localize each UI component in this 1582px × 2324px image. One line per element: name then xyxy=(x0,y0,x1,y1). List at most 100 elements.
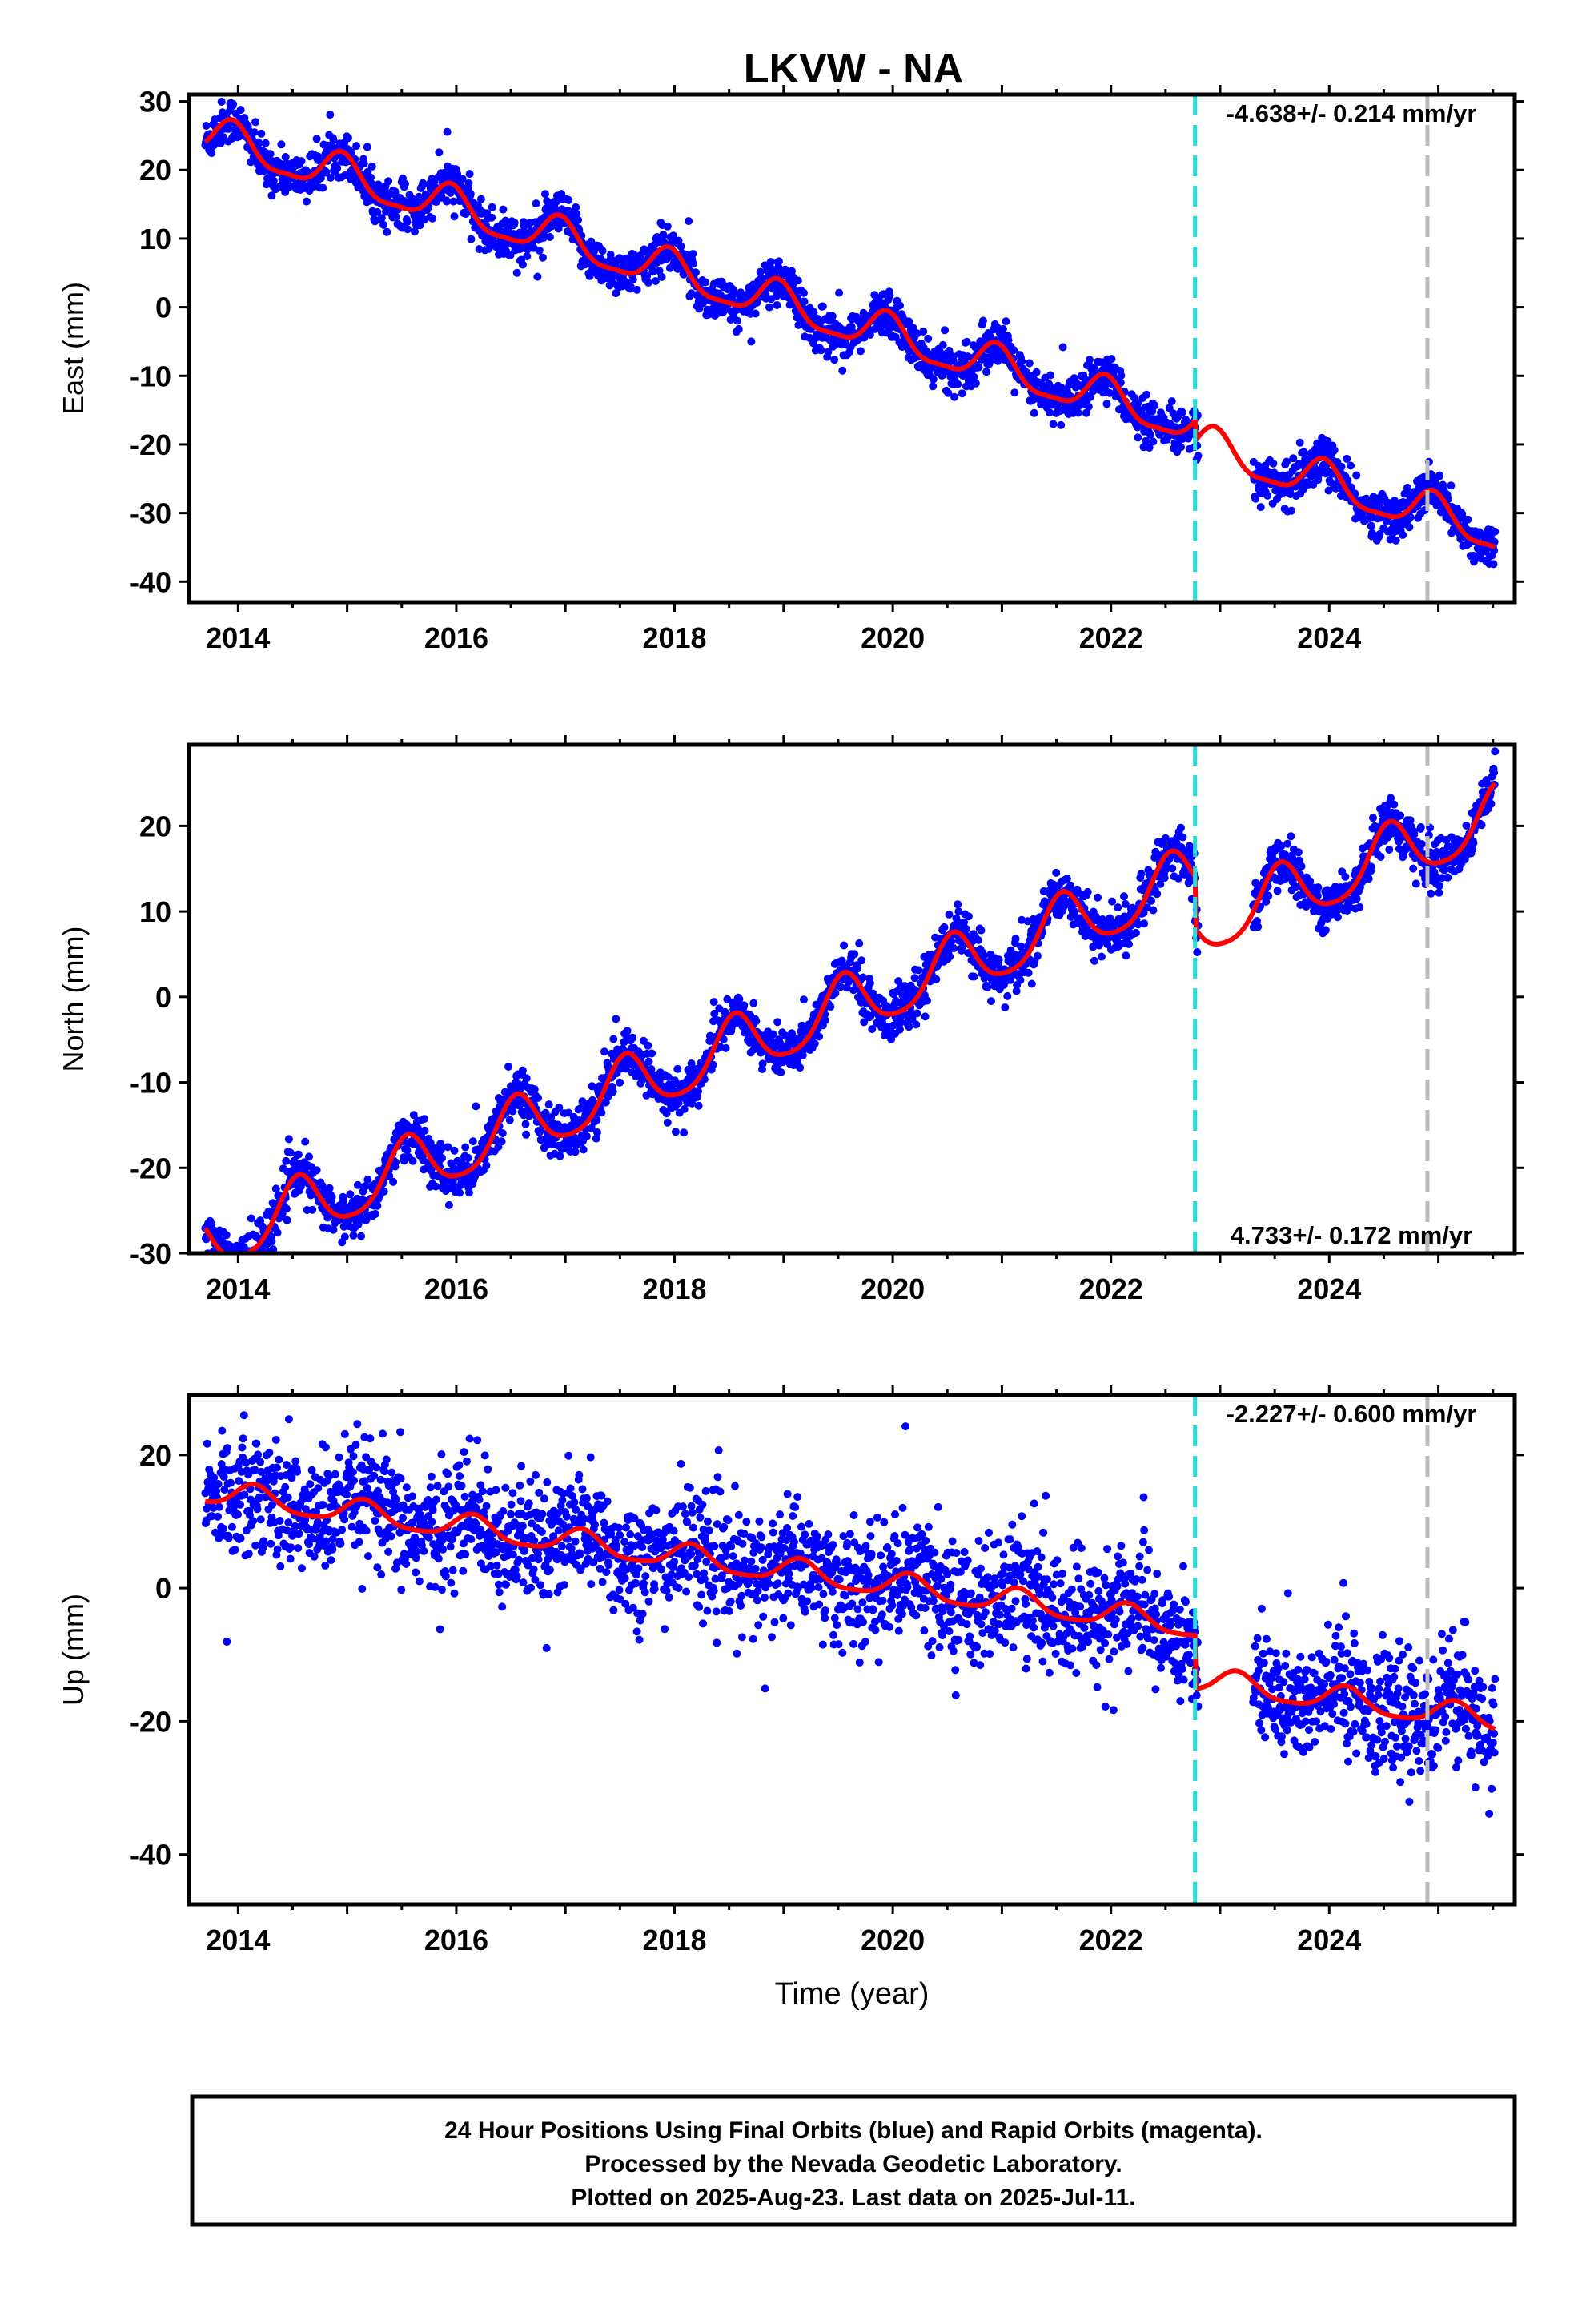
data-point xyxy=(547,1113,556,1122)
data-point xyxy=(286,1148,295,1157)
data-point xyxy=(224,124,233,133)
data-point xyxy=(929,375,938,384)
data-point xyxy=(221,1261,229,1269)
data-point xyxy=(1283,457,1291,466)
data-point xyxy=(582,1132,591,1140)
data-point xyxy=(239,1257,247,1265)
data-point xyxy=(795,1035,804,1043)
data-point xyxy=(756,267,765,276)
data-point xyxy=(209,1258,217,1266)
data-point xyxy=(809,308,818,316)
data-point xyxy=(1297,862,1306,870)
data-point xyxy=(297,157,306,166)
data-point xyxy=(749,999,758,1007)
data-point xyxy=(857,956,866,965)
data-point xyxy=(236,106,245,115)
data-point xyxy=(946,952,954,961)
y-tick-label: 30 xyxy=(139,86,171,119)
north-panel: 2014 2016 2018 2020 2022 2024-30-20-1001020No… xyxy=(57,735,1524,1305)
plot-area xyxy=(201,747,1500,1272)
data-point xyxy=(326,111,335,119)
data-point xyxy=(1145,444,1154,452)
data-point xyxy=(449,197,458,206)
data-point xyxy=(505,1116,514,1124)
data-point xyxy=(644,279,652,287)
data-point xyxy=(284,183,293,191)
data-point xyxy=(980,951,988,960)
data-point xyxy=(1177,823,1185,832)
data-point xyxy=(648,267,657,276)
data-point xyxy=(850,950,859,959)
data-point xyxy=(248,1258,256,1266)
data-point xyxy=(1086,392,1094,401)
data-point xyxy=(950,392,958,401)
data-point xyxy=(420,1126,429,1135)
data-point xyxy=(510,219,519,227)
data-point xyxy=(1004,336,1013,344)
y-tick-label: 20 xyxy=(139,154,171,187)
data-point xyxy=(1367,521,1375,530)
data-point xyxy=(1082,408,1090,417)
data-point xyxy=(294,1150,303,1159)
data-point xyxy=(830,356,839,364)
data-point xyxy=(497,1137,506,1146)
data-point xyxy=(1046,371,1054,380)
data-point xyxy=(592,1116,601,1124)
data-point xyxy=(305,1152,313,1161)
data-point xyxy=(1399,531,1407,539)
data-point xyxy=(379,220,388,229)
y-tick-label: -40 xyxy=(130,565,171,598)
data-point xyxy=(1447,481,1456,490)
data-point xyxy=(1343,454,1351,463)
data-point xyxy=(983,983,992,991)
data-point xyxy=(450,212,459,221)
data-point xyxy=(539,234,548,243)
data-point xyxy=(206,1263,214,1271)
data-point xyxy=(1097,952,1106,961)
data-point xyxy=(239,1264,247,1272)
data-point xyxy=(403,1146,412,1155)
y-tick-label: -10 xyxy=(130,360,171,392)
plot-frame xyxy=(187,92,1517,605)
data-point xyxy=(389,1177,398,1186)
data-point xyxy=(877,328,886,337)
data-point xyxy=(1153,890,1162,899)
y-tick-label: -20 xyxy=(130,428,171,461)
data-point xyxy=(626,283,635,291)
data-point xyxy=(1194,452,1203,460)
data-point xyxy=(450,1146,459,1155)
data-point xyxy=(970,972,978,981)
data-point xyxy=(1062,875,1071,883)
data-point xyxy=(261,139,270,147)
data-point xyxy=(1086,356,1094,364)
plot-area xyxy=(201,98,1500,569)
data-point xyxy=(385,1172,394,1180)
data-point xyxy=(436,1145,445,1154)
data-point xyxy=(498,1129,507,1137)
data-point xyxy=(319,183,327,192)
data-point xyxy=(648,1049,656,1058)
data-point xyxy=(349,1231,358,1240)
data-point xyxy=(428,214,436,223)
data-point xyxy=(1287,506,1295,515)
data-point xyxy=(346,1190,355,1199)
data-point xyxy=(941,326,950,335)
data-point xyxy=(1375,529,1384,538)
data-point xyxy=(963,352,972,361)
data-point xyxy=(910,974,919,983)
data-point xyxy=(361,1182,370,1191)
y-tick-label: 0 xyxy=(155,292,171,324)
data-point xyxy=(680,1105,689,1113)
figure-title: LKVW - NA xyxy=(744,46,963,92)
data-point xyxy=(747,337,756,346)
data-point xyxy=(384,177,393,186)
data-point xyxy=(1094,893,1102,902)
data-point xyxy=(555,1103,564,1112)
data-point xyxy=(488,203,496,211)
data-point xyxy=(987,997,995,1006)
data-point xyxy=(1355,903,1364,911)
data-point xyxy=(701,278,709,287)
data-point xyxy=(267,191,276,200)
data-point xyxy=(443,127,452,136)
